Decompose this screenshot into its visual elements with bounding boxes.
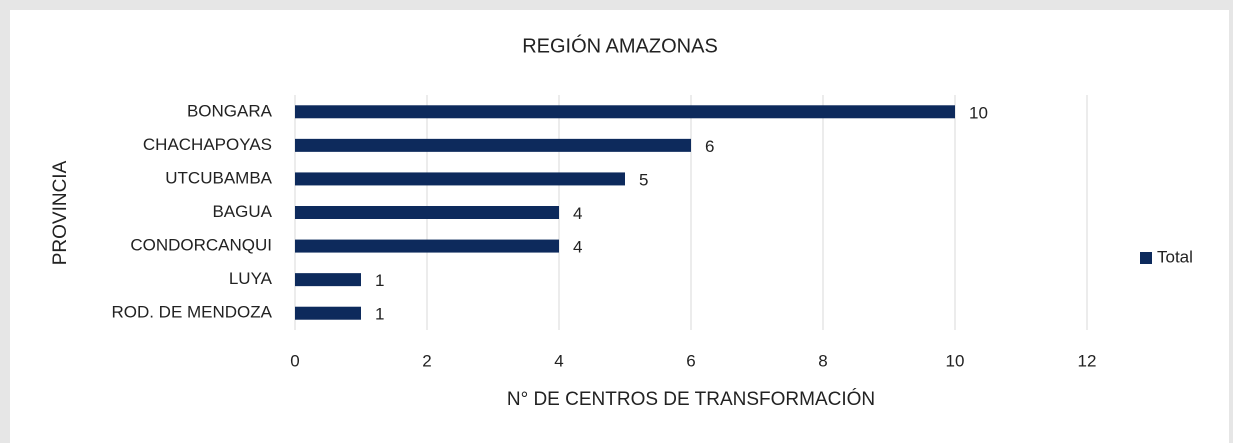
x-axis-label: N° DE CENTROS DE TRANSFORMACIÓN (507, 388, 875, 410)
y-tick-label: CHACHAPOYAS (143, 135, 272, 154)
data-label: 6 (705, 137, 714, 156)
y-tick-label: ROD. DE MENDOZA (111, 303, 272, 322)
bar (295, 138, 691, 152)
legend-label: Total (1157, 247, 1193, 266)
chart-title: REGIÓN AMAZONAS (522, 34, 718, 57)
bar (295, 105, 955, 119)
x-tick-label: 6 (686, 351, 695, 370)
bar (295, 306, 361, 320)
x-tick-label: 4 (554, 351, 563, 370)
data-label: 4 (573, 204, 582, 223)
x-tick-label: 2 (422, 351, 431, 370)
data-label: 4 (573, 238, 582, 257)
y-tick-label: BAGUA (212, 202, 272, 221)
legend-swatch (1140, 252, 1152, 264)
y-tick-label: CONDORCANQUI (130, 236, 272, 255)
data-label: 1 (375, 305, 384, 324)
x-tick-label: 10 (946, 351, 965, 370)
data-label: 5 (639, 170, 648, 189)
bar (295, 273, 361, 287)
bar (295, 172, 625, 186)
bar (295, 206, 559, 219)
chart-area (10, 10, 1229, 443)
x-tick-label: 12 (1078, 351, 1097, 370)
y-axis-label: PROVINCIA (50, 160, 71, 265)
bar (295, 239, 559, 253)
y-tick-label: BONGARA (187, 101, 273, 120)
data-label: 1 (375, 271, 384, 290)
y-tick-label: UTCUBAMBA (165, 168, 272, 187)
x-tick-label: 0 (290, 351, 299, 370)
data-label: 10 (969, 103, 988, 122)
x-tick-label: 8 (818, 351, 827, 370)
y-tick-label: LUYA (229, 269, 273, 288)
